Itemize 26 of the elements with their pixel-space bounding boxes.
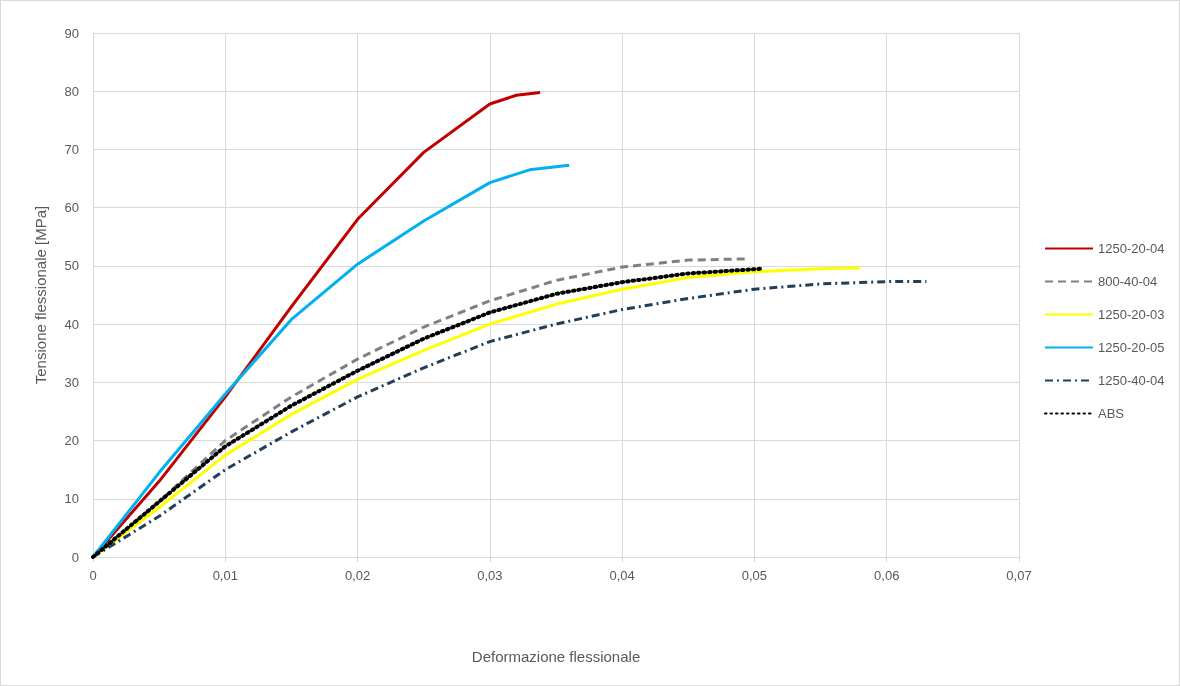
x-tick-label: 0,06 xyxy=(874,568,900,583)
x-tick-label: 0 xyxy=(89,568,97,583)
legend-label: 1250-20-03 xyxy=(1098,307,1165,322)
y-tick-label: 80 xyxy=(64,83,79,99)
legend-label: 1250-20-05 xyxy=(1098,340,1165,355)
y-tick-label: 60 xyxy=(64,200,79,216)
legend-label: 1250-40-04 xyxy=(1098,373,1165,388)
y-tick-label: 40 xyxy=(64,316,79,332)
x-tick-label: 0,05 xyxy=(741,568,768,583)
legend-label: ABS xyxy=(1098,406,1125,421)
legend-label: 1250-20-04 xyxy=(1098,241,1165,256)
x-tick-label: 0,01 xyxy=(212,568,238,583)
y-tick-label: 90 xyxy=(64,25,79,41)
y-tick-label: 20 xyxy=(64,433,79,449)
y-axis-title: Tensione flessionale [MPa] xyxy=(32,205,49,385)
x-tick-label: 0,02 xyxy=(344,568,371,583)
y-tick-label: 50 xyxy=(64,258,79,274)
y-tick-label: 70 xyxy=(64,141,79,157)
x-axis-title: Deformazione flessionale xyxy=(471,648,641,665)
x-tick-label: 0,04 xyxy=(609,568,635,583)
y-tick-label: 10 xyxy=(64,491,79,507)
legend-label: 800-40-04 xyxy=(1098,274,1158,289)
y-tick-label: 30 xyxy=(64,374,79,390)
x-tick-label: 0,07 xyxy=(1006,568,1032,583)
y-tick-label: 0 xyxy=(71,549,79,565)
x-tick-label: 0,03 xyxy=(477,568,503,583)
